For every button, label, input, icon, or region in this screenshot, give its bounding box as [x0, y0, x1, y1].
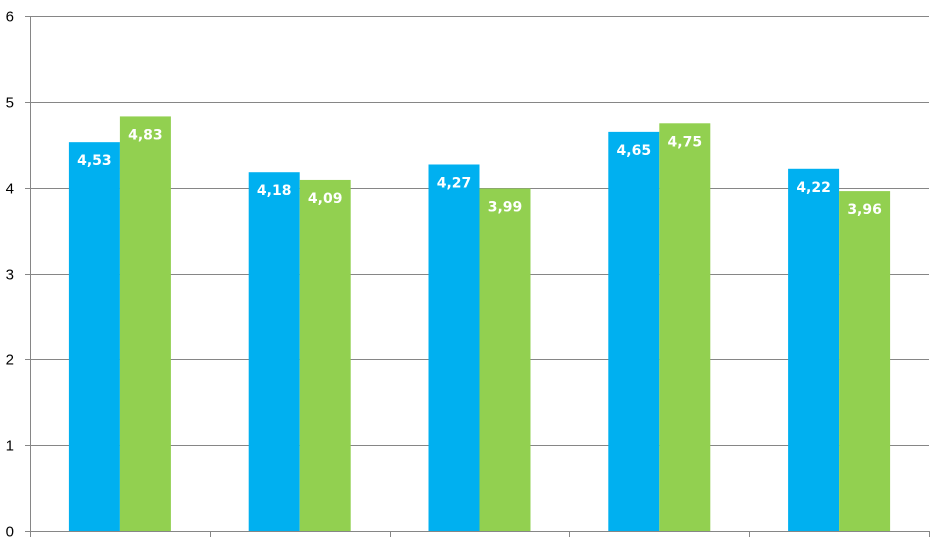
- data-label: 4,53: [77, 153, 112, 169]
- data-label: 4,83: [128, 127, 163, 143]
- data-label: 3,96: [847, 202, 882, 218]
- bar: [119, 116, 171, 532]
- bar: [839, 191, 891, 531]
- bar: [428, 164, 480, 531]
- y-tick-label: 0: [6, 524, 14, 541]
- bars: [68, 116, 891, 532]
- y-tick-label: 1: [6, 438, 14, 455]
- data-labels: 4,53 4,18 4,27 4,65 4,22 4,83 4,09 3,99 4,75 3,96: [77, 127, 882, 218]
- data-label: 4,75: [668, 134, 703, 150]
- y-axis-ticks: 0 1 2 3 4 5 6: [6, 9, 30, 541]
- bar: [608, 131, 660, 531]
- bar: [248, 172, 300, 531]
- bar: [68, 142, 120, 532]
- data-label: 4,22: [796, 180, 831, 196]
- y-tick-label: 4: [6, 181, 14, 198]
- data-label: 4,65: [617, 143, 652, 159]
- y-tick-label: 5: [6, 95, 14, 112]
- data-label: 4,27: [437, 175, 472, 191]
- bar: [479, 188, 531, 531]
- axes: [30, 16, 930, 537]
- y-tick-label: 6: [6, 9, 14, 26]
- bar: [299, 179, 351, 532]
- bar: [788, 168, 840, 532]
- y-tick-label: 2: [6, 352, 14, 369]
- data-label: 4,09: [308, 191, 343, 207]
- y-tick-label: 3: [6, 267, 14, 284]
- data-label: 3,99: [488, 200, 523, 216]
- data-label: 4,18: [257, 183, 292, 199]
- bar: [659, 123, 711, 532]
